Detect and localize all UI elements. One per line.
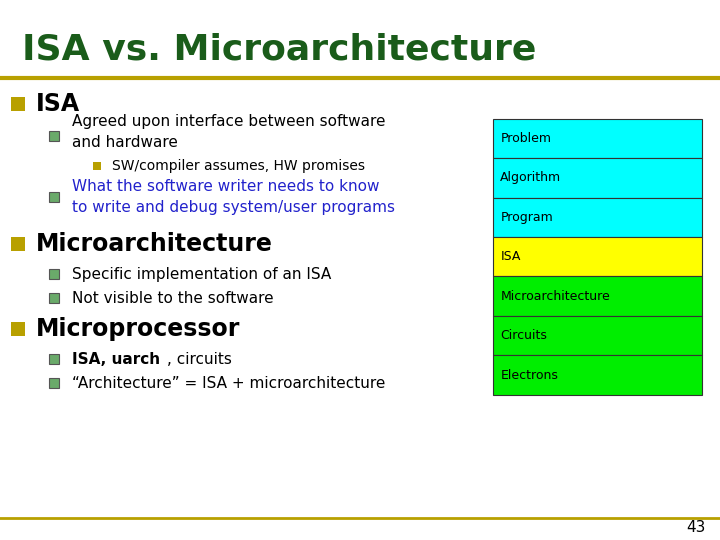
Text: SW/compiler assumes, HW promises: SW/compiler assumes, HW promises <box>112 159 364 173</box>
Text: Problem: Problem <box>500 132 552 145</box>
Text: Agreed upon interface between software
and hardware: Agreed upon interface between software a… <box>72 114 385 150</box>
Text: ISA, uarch: ISA, uarch <box>72 352 160 367</box>
FancyBboxPatch shape <box>493 237 702 276</box>
Text: What the software writer needs to know
to write and debug system/user programs: What the software writer needs to know t… <box>72 179 395 215</box>
Text: “Architecture” = ISA + microarchitecture: “Architecture” = ISA + microarchitecture <box>72 376 385 391</box>
FancyBboxPatch shape <box>493 119 702 158</box>
FancyBboxPatch shape <box>493 316 702 355</box>
Text: Not visible to the software: Not visible to the software <box>72 291 274 306</box>
Text: ISA vs. Microarchitecture: ISA vs. Microarchitecture <box>22 32 536 66</box>
Text: , circuits: , circuits <box>167 352 232 367</box>
FancyBboxPatch shape <box>493 355 702 395</box>
Text: Circuits: Circuits <box>500 329 547 342</box>
Text: Microarchitecture: Microarchitecture <box>36 232 273 256</box>
Text: Electrons: Electrons <box>500 368 558 382</box>
Text: Microarchitecture: Microarchitecture <box>500 289 610 303</box>
Text: Microprocessor: Microprocessor <box>36 318 240 341</box>
Text: 43: 43 <box>686 519 706 535</box>
Text: ISA: ISA <box>500 250 521 264</box>
Text: Program: Program <box>500 211 553 224</box>
Text: ISA: ISA <box>36 92 80 116</box>
Text: Specific implementation of an ISA: Specific implementation of an ISA <box>72 267 331 282</box>
Text: Algorithm: Algorithm <box>500 171 562 185</box>
FancyBboxPatch shape <box>493 198 702 237</box>
FancyBboxPatch shape <box>493 158 702 198</box>
FancyBboxPatch shape <box>493 276 702 316</box>
